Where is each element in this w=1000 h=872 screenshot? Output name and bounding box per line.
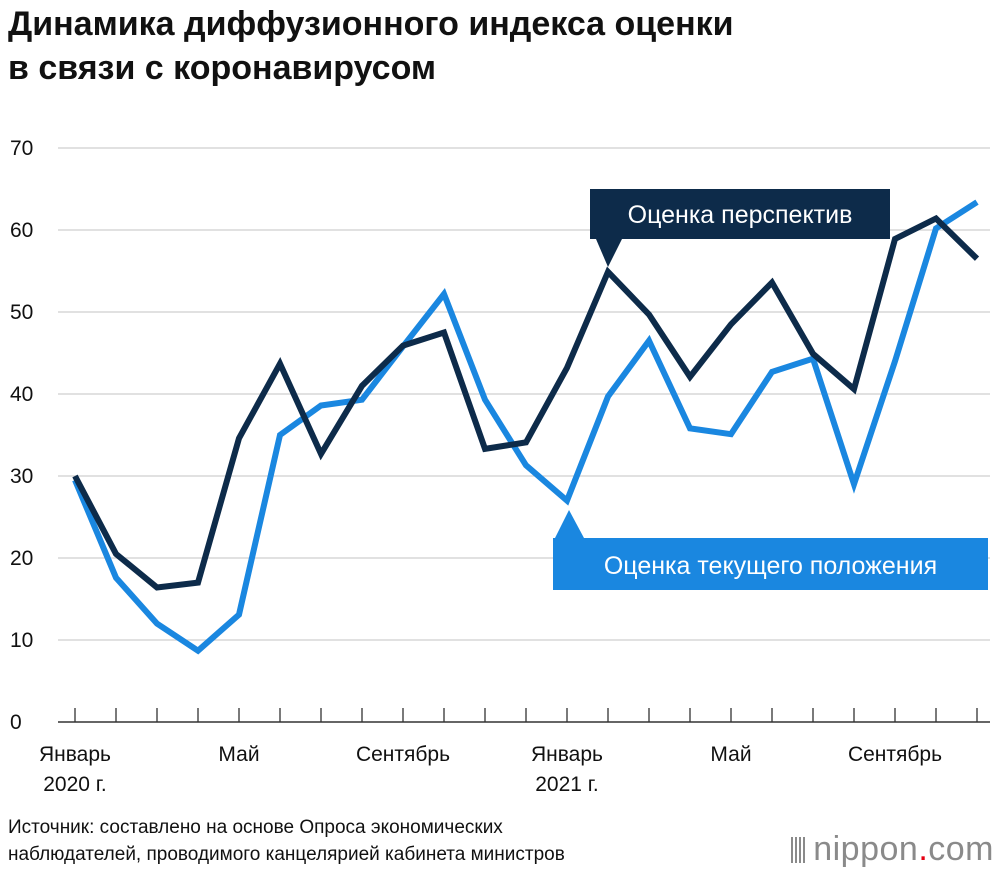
- logo-bars-icon: [791, 837, 806, 863]
- x-tick-label: Январь: [39, 743, 111, 766]
- x-tick-label: Январь: [531, 743, 603, 766]
- y-tick-label-40: 40: [10, 383, 33, 406]
- y-tick-label-60: 60: [10, 219, 33, 242]
- nippon-logo: nippon.com: [791, 830, 994, 869]
- label-box-current: [553, 538, 988, 590]
- source-line-1: Источник: составлено на основе Опроса эк…: [8, 817, 503, 838]
- series-line-current: [72, 199, 979, 655]
- x-tick-label: 2020 г.: [43, 773, 106, 796]
- x-tick-label: 2021 г.: [535, 773, 598, 796]
- y-tick-label-20: 20: [10, 547, 33, 570]
- chart-title-line-2: в связи с коронавирусом: [8, 49, 437, 87]
- y-tick-label-50: 50: [10, 301, 33, 324]
- label-pointer-current: [555, 510, 584, 538]
- y-tick-label-10: 10: [10, 629, 33, 652]
- x-axis: Январь 2020 г. Май Сентябрь Январь 2021 г. Май…: [39, 708, 978, 796]
- x-tick-label: Май: [218, 743, 259, 766]
- chart-title: Динамика диффузионного индекса оценки в …: [8, 2, 988, 90]
- x-tick-label: Сентябрь: [356, 743, 450, 766]
- series-layer: [72, 199, 980, 655]
- series-line-outlook: [72, 214, 980, 591]
- brand-suffix: com: [928, 830, 994, 868]
- legend-label-outlook: Оценка перспектив: [628, 201, 853, 229]
- chart-title-line-1: Динамика диффузионного индекса оценки: [8, 5, 734, 43]
- source-line-2: наблюдателей, проводимого канцелярией ка…: [8, 844, 565, 865]
- brand-dot: .: [918, 830, 929, 868]
- label-box-outlook: [590, 189, 890, 239]
- y-tick-label-30: 30: [10, 465, 33, 488]
- y-tick-label-0: 0: [10, 711, 22, 734]
- y-tick-label-70: 70: [10, 137, 33, 160]
- legend-label-current: Оценка текущего положения: [604, 552, 937, 580]
- grid-layer: 0 10 20 30 40 50 60 70: [10, 137, 990, 734]
- x-tick-label: Май: [710, 743, 751, 766]
- x-tick-label: Сентябрь: [848, 743, 942, 766]
- label-pointer-outlook: [596, 239, 622, 267]
- source-note: Источник: составлено на основе Опроса эк…: [8, 814, 565, 868]
- series-labels: Оценка перспектив Оценка текущего положен…: [553, 189, 988, 590]
- brand-name: nippon: [813, 830, 919, 868]
